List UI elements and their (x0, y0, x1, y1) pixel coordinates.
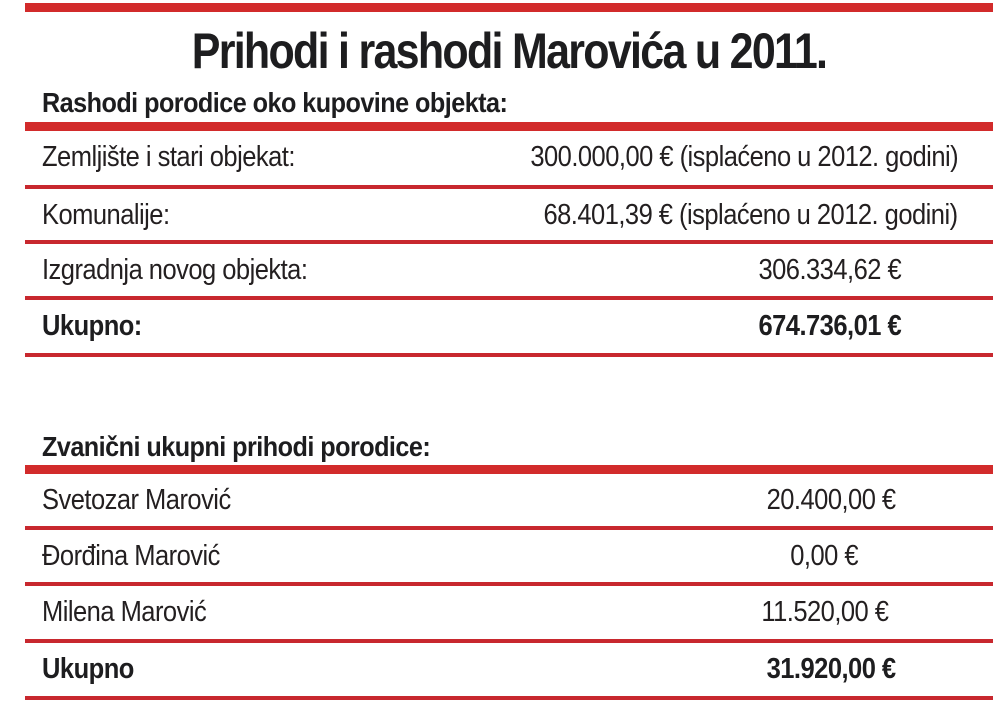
row-divider (25, 582, 993, 586)
income-total-value: 31.920,00 € (766, 653, 897, 685)
income-label: Đorđina Marović (42, 540, 220, 572)
income-value: 0,00 € (790, 540, 858, 572)
income-heading: Zvanični ukupni prihodi porodice: (42, 431, 431, 462)
expenses-heading: Rashodi porodice oko kupovine objekta: (42, 87, 508, 118)
expense-row: Komunalije: 68.401,39 € (isplaćeno u 201… (25, 189, 993, 243)
infographic-table: Prihodi i rashodi Marovića u 2011. Rasho… (25, 0, 993, 706)
income-row: Đorđina Marović 0,00 € (25, 530, 993, 584)
expenses-heading-divider (25, 122, 993, 131)
expense-label: Izgradnja novog objekta: (42, 254, 308, 286)
income-total-label: Ukupno (42, 653, 134, 685)
income-label: Milena Marović (42, 596, 207, 628)
income-value: 11.520,00 € (760, 596, 889, 628)
expense-label: Zemljište i stari objekat: (42, 141, 295, 173)
expense-total-row: Ukupno: 674.736,01 € (25, 300, 993, 354)
top-divider (25, 3, 993, 12)
income-total-row: Ukupno 31.920,00 € (25, 643, 993, 697)
row-divider (25, 526, 993, 530)
expense-value: 68.401,39 € (isplaćeno u 2012. godini) (543, 199, 959, 231)
income-value: 20.400,00 € (766, 484, 897, 516)
expense-total-value: 674.736,01 € (758, 310, 901, 342)
expense-value: 306.334,62 € (758, 254, 901, 286)
row-divider (25, 639, 993, 643)
income-row: Svetozar Marović 20.400,00 € (25, 474, 993, 528)
income-row: Milena Marović 11.520,00 € (25, 586, 993, 640)
row-divider (25, 696, 993, 700)
expense-label: Komunalije: (42, 199, 170, 231)
row-divider (25, 185, 993, 189)
page-title: Prihodi i rashodi Marovića u 2011. (191, 23, 828, 79)
row-divider (25, 353, 993, 357)
row-divider (25, 296, 993, 300)
income-heading-divider (25, 465, 993, 474)
row-divider (25, 240, 993, 244)
expense-value: 300.000,00 € (isplaćeno u 2012. godini) (530, 141, 958, 173)
expense-total-label: Ukupno: (42, 310, 142, 342)
expense-row: Zemljište i stari objekat: 300.000,00 € … (25, 131, 993, 185)
income-label: Svetozar Marović (42, 484, 231, 516)
expense-row: Izgradnja novog objekta: 306.334,62 € (25, 244, 993, 298)
